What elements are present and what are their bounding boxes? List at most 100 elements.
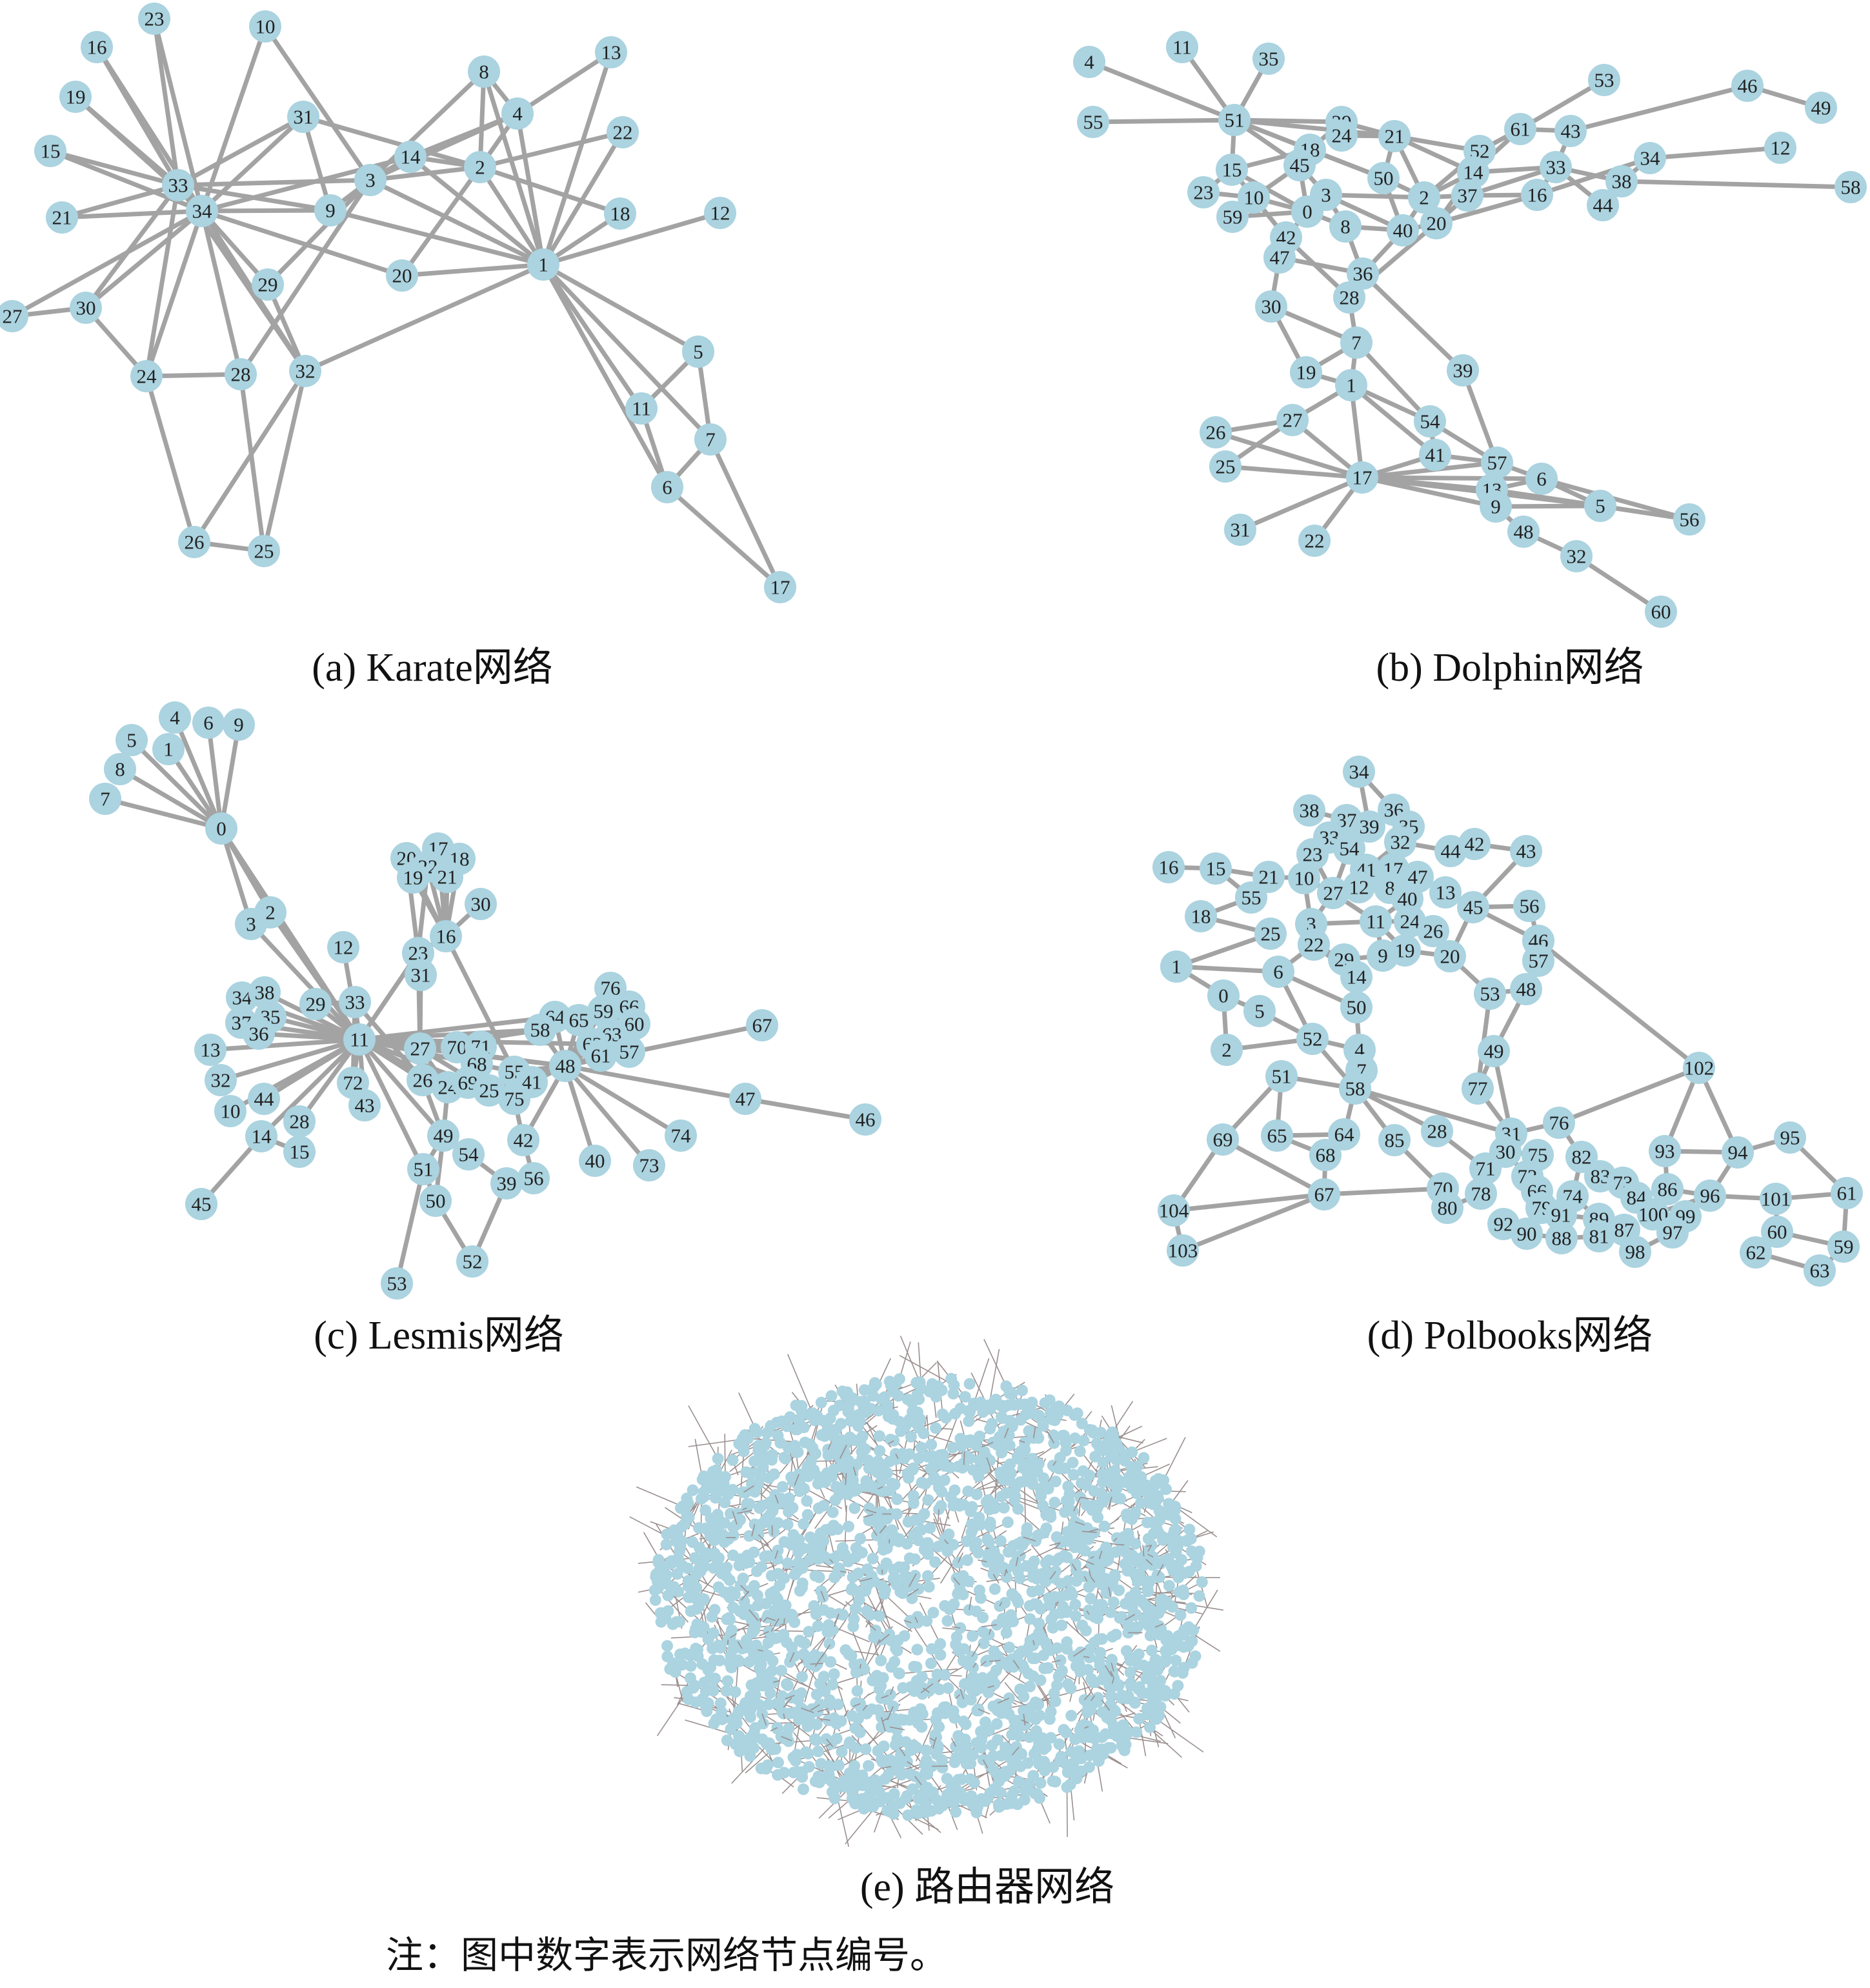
router-node [837,1609,849,1621]
router-node [810,1447,821,1460]
node-circle [1583,1220,1615,1252]
node-86: 86 [1651,1173,1684,1205]
router-node [723,1656,736,1669]
node-label: 33 [168,174,188,197]
node-42: 42 [1458,828,1491,860]
node-42: 42 [507,1124,539,1156]
node-circle [1673,503,1705,536]
router-node [772,1429,784,1441]
router-node [941,1615,954,1627]
node-56: 56 [1673,503,1705,536]
node-label: 33 [345,991,365,1014]
router-node [756,1674,769,1686]
router-node [1159,1656,1171,1668]
router-node [1029,1696,1041,1709]
node-label: 48 [556,1055,576,1078]
router-edge [923,1687,930,1693]
router-node [964,1773,976,1785]
router-node [1018,1794,1031,1806]
router-node [783,1735,795,1747]
router-node [857,1779,869,1791]
router-edge [859,1578,872,1582]
node-label: 67 [752,1014,772,1037]
router-node [1037,1500,1049,1512]
router-edge [1066,1787,1068,1838]
node-circle [381,1267,413,1300]
node-circle [1298,929,1330,961]
router-node [746,1478,758,1490]
edge-33-26 [352,999,425,1083]
router-edge [960,1689,965,1700]
node-label: 17 [770,576,790,599]
node-61: 61 [1831,1177,1863,1209]
router-node [1155,1683,1167,1696]
node-label: 21 [1259,866,1279,889]
router-edge [737,1641,743,1649]
node-label: 41 [1425,444,1445,467]
router-node [1000,1627,1012,1639]
node-label: 67 [1314,1183,1334,1206]
router-node [989,1765,1000,1777]
node-label: 16 [1159,856,1179,879]
router-node [1047,1761,1060,1773]
node-label: 36 [1353,263,1373,285]
node-15: 15 [34,135,66,167]
node-circle [46,201,78,234]
router-node [723,1612,735,1624]
node-circle [1073,46,1105,78]
router-node [1105,1606,1117,1618]
router-node [692,1643,704,1656]
node-circle [1333,281,1365,314]
router-node [1196,1576,1208,1588]
node-47: 47 [1263,241,1296,274]
node-52: 52 [456,1245,488,1278]
router-node [980,1675,992,1687]
router-edge [845,1472,847,1485]
router-node [709,1603,721,1616]
router-node [740,1741,752,1753]
node-circle [1831,1177,1863,1209]
node-label: 23 [145,8,165,30]
router-node [1141,1516,1154,1529]
edge-15-33 [48,148,181,188]
node-circle [1522,945,1554,977]
node-circle [354,164,387,196]
router-edge [1023,1714,1026,1726]
caption-lesmis: (c) Lesmis网络 [314,1314,563,1358]
router-node [823,1638,836,1650]
router-node [841,1481,854,1493]
router-edge [992,1574,1000,1584]
edge-20-34 [199,208,405,278]
node-22: 22 [1298,525,1331,557]
node-circle [1510,973,1542,1005]
node-25: 25 [1209,450,1242,483]
node-circle [214,1095,246,1127]
router-edge [1111,1678,1114,1684]
node-label: 30 [1496,1141,1516,1163]
router-node [674,1616,686,1628]
router-edge [827,1441,832,1450]
router-node [1096,1673,1109,1685]
router-node [898,1561,910,1573]
router-node [741,1549,754,1561]
node-label: 38 [255,981,275,1004]
router-node [1033,1618,1045,1629]
router-node [1147,1683,1159,1696]
edge-1-2 [478,165,546,267]
node-1: 1 [152,733,185,765]
node-57: 57 [613,1036,645,1068]
router-node [1129,1481,1141,1493]
router-node [920,1744,932,1756]
node-73: 73 [633,1149,665,1181]
node-28: 28 [283,1105,316,1138]
router-node [980,1716,991,1729]
node-label: 48 [1514,521,1534,543]
router-node [960,1741,972,1753]
router-node [721,1675,734,1687]
node-circle [397,861,429,894]
router-edge [1147,1553,1154,1558]
router-node [828,1668,840,1680]
router-node [1085,1592,1097,1605]
edge-17-6 [1360,475,1544,481]
router-node [1163,1580,1175,1592]
